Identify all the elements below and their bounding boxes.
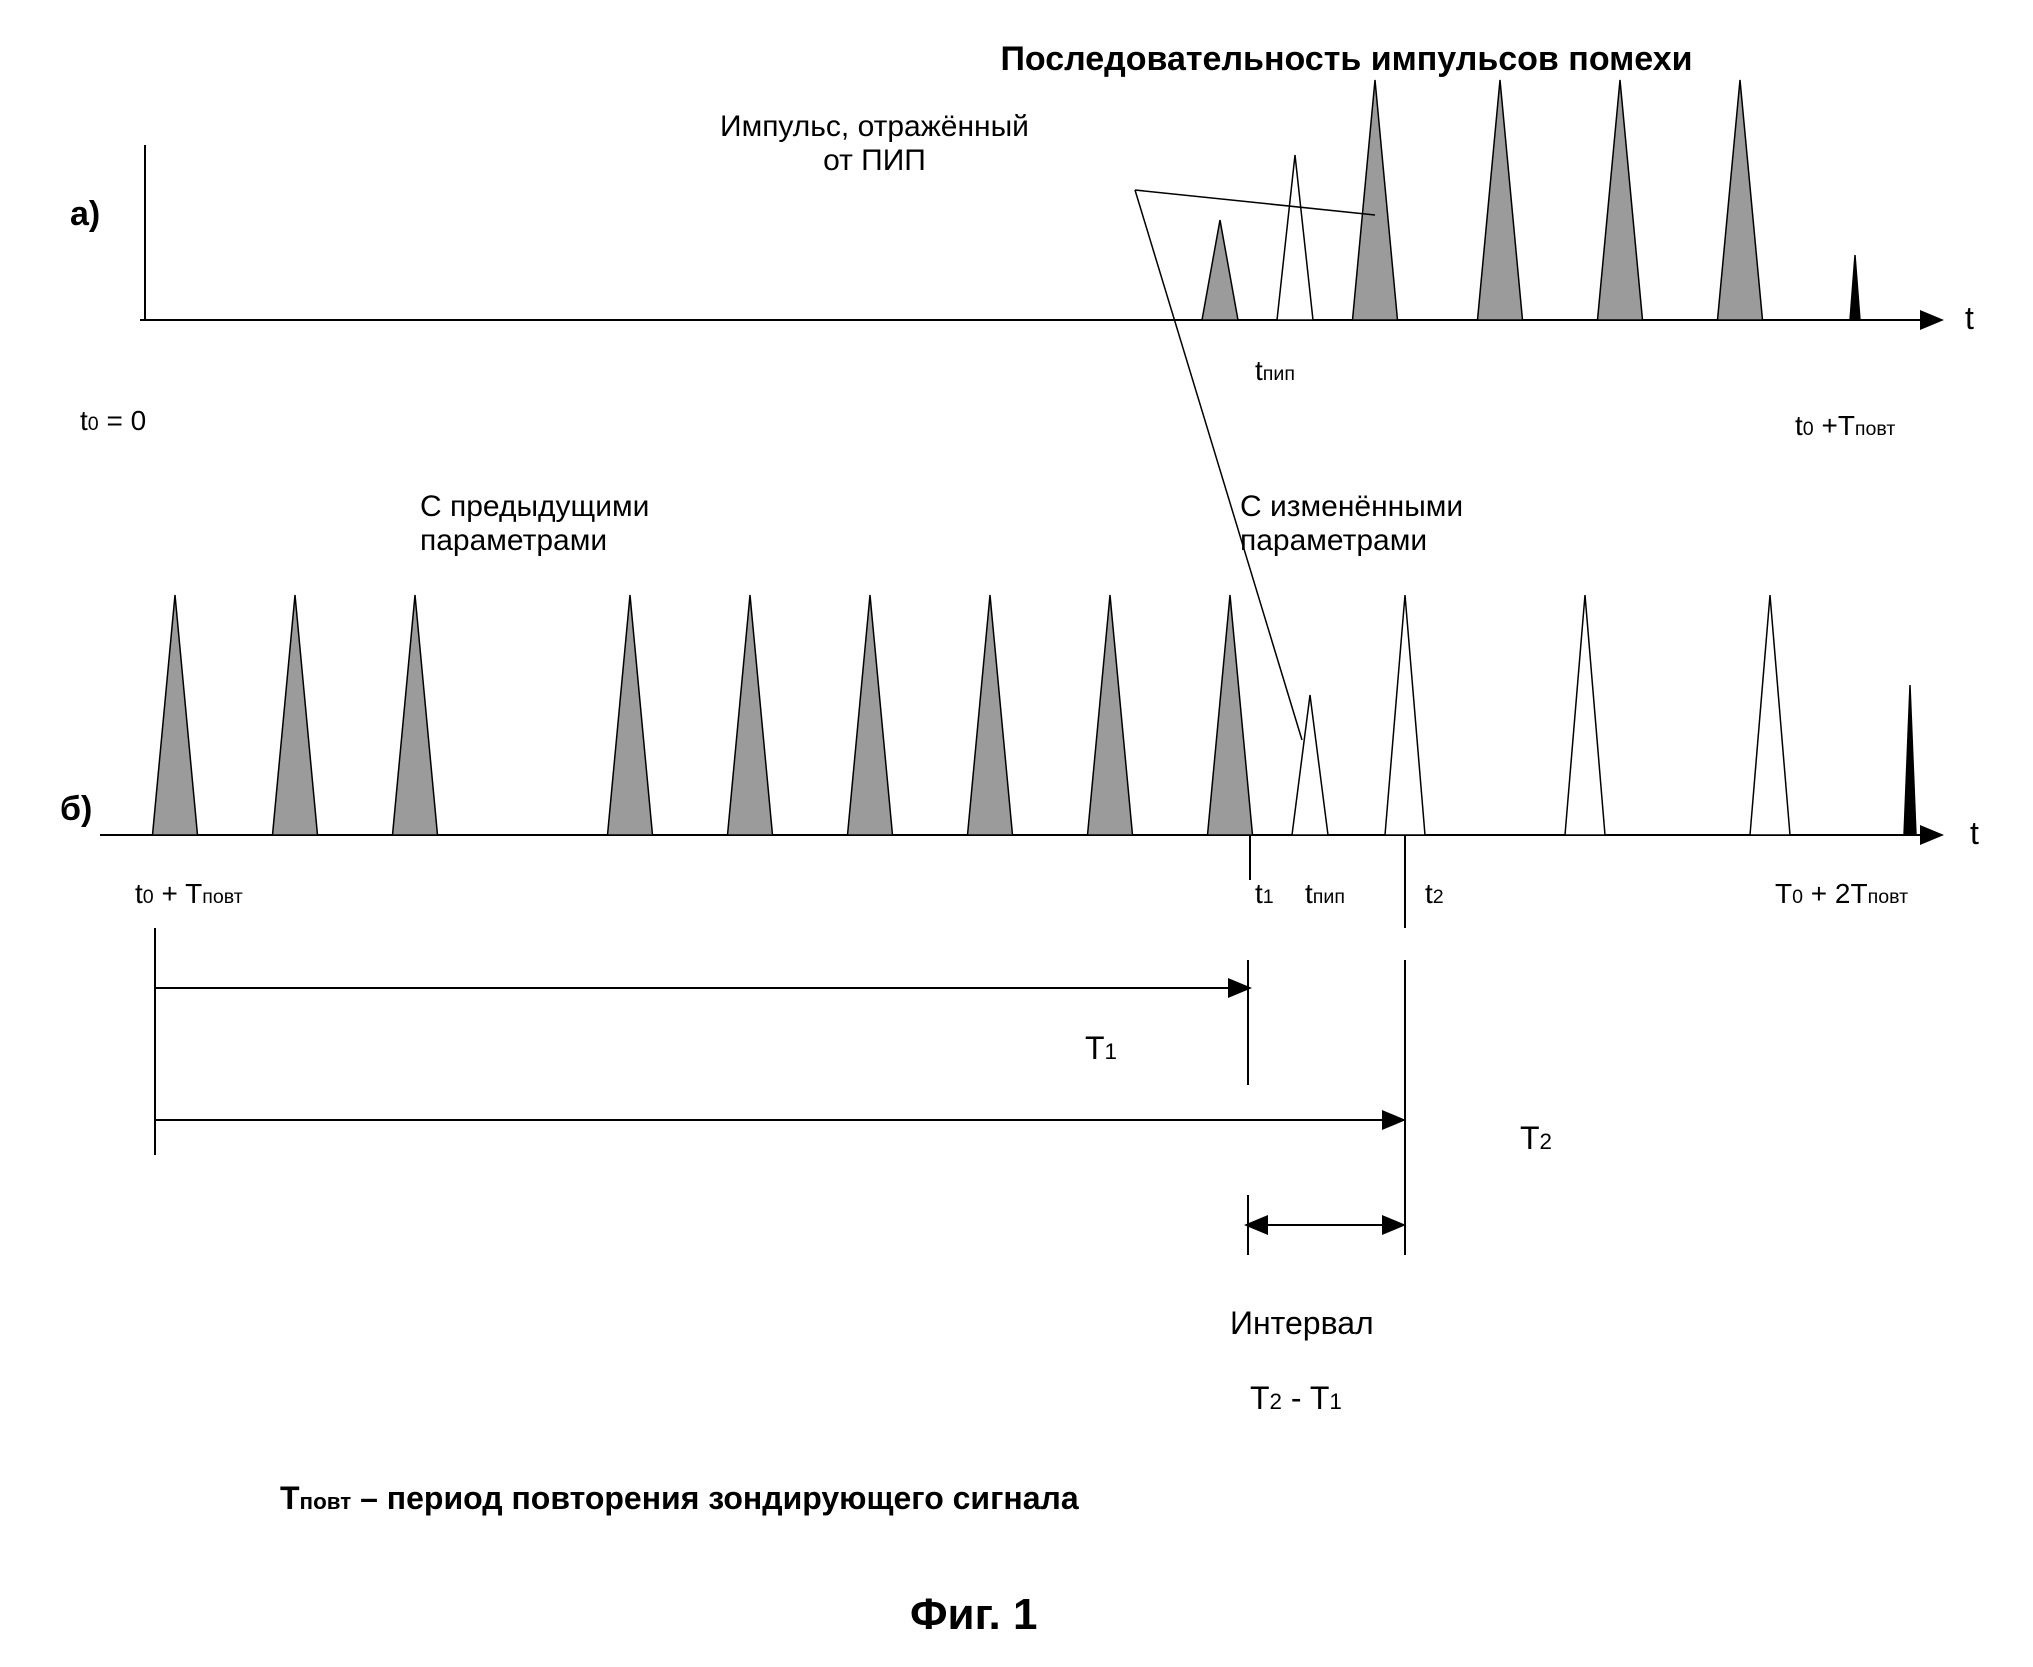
T2-label: T2	[1520, 1120, 1552, 1157]
interval-label: Интервал	[1230, 1305, 1374, 1342]
prev-params-label: С предыдущимипараметрами	[420, 490, 649, 558]
panel-b-t2-label: t2	[1425, 878, 1444, 910]
panel-b-label: б)	[60, 790, 92, 829]
panel-a-tpip-label: tпип	[1255, 355, 1295, 387]
panel-b-t-axis-label: t	[1970, 815, 1979, 852]
panel-a-t-axis-label: t	[1965, 300, 1974, 337]
changed-params-label: С изменённымипараметрами	[1240, 490, 1463, 558]
diagram-svg	[0, 0, 2033, 1667]
diagram-container: Последовательность импульсов помехи а) б…	[0, 0, 2033, 1667]
panel-b-t0tpovt-label: t0 + Tповт	[135, 878, 243, 910]
panel-a-label: а)	[70, 195, 100, 234]
panel-a-t0-label: t0 = 0	[80, 405, 146, 437]
panel-b-T02Tpovt-label: T0 + 2Tповт	[1775, 878, 1908, 910]
callout-label: Импульс, отражённыйот ПИП	[720, 110, 1029, 178]
main-title: Последовательность импульсов помехи	[660, 40, 2033, 79]
panel-b-t1-label: t1	[1255, 878, 1274, 910]
figure-label: Фиг. 1	[910, 1590, 1037, 1640]
T1-label: T1	[1085, 1030, 1117, 1067]
panel-b-tpip-label: tпип	[1305, 878, 1345, 910]
footnote-label: Tповт – период повторения зондирующего с…	[280, 1480, 1079, 1517]
panel-a-t0tpovt-label: t0 +Tповт	[1795, 410, 1895, 442]
interval-formula: T2 - T1	[1250, 1380, 1342, 1417]
